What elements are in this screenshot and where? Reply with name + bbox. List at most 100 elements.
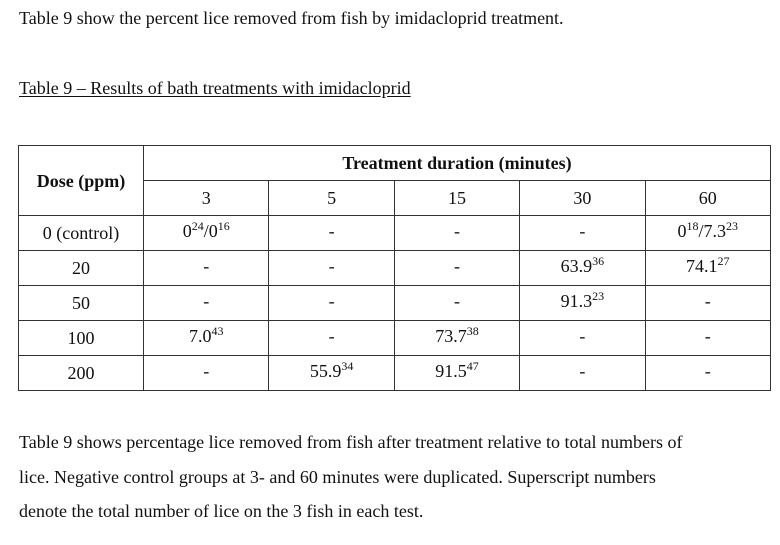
duration-header-row: 3 5 15 30 60 — [19, 180, 771, 216]
cell-value: - — [454, 221, 460, 241]
header-row: Dose (ppm) Treatment duration (minutes) — [18, 145, 771, 216]
value-text: - — [328, 256, 335, 276]
cell-value: - — [579, 221, 585, 241]
value-cell: - — [644, 320, 771, 356]
intro-paragraph: Table 9 show the percent lice removed fr… — [19, 8, 564, 28]
value-text: 63.9 — [560, 256, 593, 276]
dose-cell: 200 — [18, 355, 144, 391]
dose-column-header: Dose (ppm) — [18, 145, 144, 216]
footnote-line: denote the total number of lice on the 3… — [19, 501, 424, 521]
dose-cell: 0 (control) — [18, 215, 144, 251]
duration-header: 30 — [519, 180, 646, 216]
value-cell: 7.043 — [142, 320, 270, 356]
table-row: 100 7.043 - 73.738 - - — [18, 320, 771, 356]
cell-value: 91.323 — [560, 289, 605, 311]
value-cell: 91.323 — [519, 285, 646, 321]
value-cell: - — [393, 250, 521, 286]
value-text: 91.3 — [560, 291, 593, 311]
value-cell: - — [393, 215, 521, 251]
lice-count-superscript: 24 — [191, 219, 204, 233]
value-text: - — [328, 221, 335, 241]
value-text: 91.5 — [435, 361, 467, 381]
lice-count-superscript: 18 — [686, 219, 699, 233]
value-cell: - — [142, 285, 270, 321]
lice-count-superscript: 43 — [211, 324, 224, 338]
cell-value: - — [579, 361, 585, 381]
footnote-line: Table 9 shows percentage lice removed fr… — [19, 432, 683, 452]
cell-value: 7.043 — [188, 324, 224, 346]
value-text: 0 — [182, 221, 192, 241]
value-text: - — [203, 361, 210, 381]
value-cell: - — [519, 320, 646, 356]
value-text: - — [328, 326, 335, 346]
value-cell: - — [644, 285, 771, 321]
value-cell: 91.547 — [393, 355, 521, 391]
value-cell: - — [142, 250, 270, 286]
table-caption: Table 9 – Results of bath treatments wit… — [19, 78, 411, 98]
duration-header: 60 — [644, 180, 771, 216]
lice-count-superscript: 34 — [341, 359, 354, 373]
value-cell: - — [142, 355, 270, 391]
value-text: - — [453, 256, 460, 276]
dose-cell: 100 — [18, 320, 144, 356]
duration-header: 15 — [393, 180, 521, 216]
value-text: /7.3 — [698, 221, 727, 241]
value-cell: - — [519, 355, 646, 391]
cell-value: 024/016 — [182, 219, 230, 241]
value-text: 0 — [677, 221, 687, 241]
value-text: - — [453, 221, 460, 241]
cell-value: - — [454, 256, 460, 276]
duration-group-header: Treatment duration (minutes) — [143, 145, 771, 181]
value-text: - — [203, 291, 210, 311]
table-row: 20 - - - 63.936 74.127 — [18, 250, 771, 286]
cell-value: - — [203, 291, 209, 311]
value-cell: - — [519, 215, 646, 251]
value-cell: - — [268, 250, 395, 286]
cell-value: - — [705, 361, 711, 381]
value-text: 7.0 — [188, 326, 212, 346]
duration-header: 5 — [268, 180, 395, 216]
table-row: 0 (control) 024/016 - - - 018/7.323 — [18, 215, 771, 251]
lice-count-superscript: 27 — [717, 254, 730, 268]
duration-header: 3 — [142, 180, 270, 216]
table-row: 50 - - - 91.323 - — [18, 285, 771, 321]
value-text: - — [579, 221, 586, 241]
cell-value: - — [203, 361, 209, 381]
cell-value: - — [579, 326, 585, 346]
value-cell: 74.127 — [644, 250, 771, 286]
value-text: - — [579, 361, 586, 381]
value-cell: 55.934 — [268, 355, 395, 391]
cell-value: - — [203, 256, 209, 276]
cell-value: 63.936 — [560, 255, 605, 276]
cell-value: 91.547 — [435, 359, 479, 381]
lice-count-superscript: 38 — [466, 324, 479, 338]
cell-value: - — [705, 326, 711, 346]
cell-value: 55.934 — [310, 359, 354, 381]
lice-count-superscript: 23 — [592, 289, 605, 303]
cell-value: - — [329, 221, 335, 241]
value-cell: 024/016 — [142, 215, 270, 251]
value-text: - — [579, 326, 586, 346]
value-text: - — [328, 291, 335, 311]
value-cell: 73.738 — [393, 320, 521, 356]
cell-value: 74.127 — [686, 254, 730, 276]
value-text: - — [453, 291, 460, 311]
table-row: 200 - 55.934 91.547 - - — [18, 355, 771, 391]
cell-value: - — [454, 291, 460, 311]
value-cell: - — [268, 285, 395, 321]
dose-cell: 20 — [18, 250, 144, 286]
value-text: - — [203, 256, 210, 276]
cell-value: 73.738 — [435, 324, 479, 346]
table-body: 0 (control) 024/016- - -018/7.323 20- - -63.93… — [18, 215, 771, 391]
value-cell: 018/7.323 — [644, 215, 771, 251]
lice-count-superscript: 47 — [466, 359, 479, 373]
value-cell: - — [268, 215, 395, 251]
value-cell: 63.936 — [519, 250, 646, 286]
value-text: - — [704, 291, 711, 311]
footnote-line: lice. Negative control groups at 3- and … — [19, 466, 656, 487]
cell-value: - — [705, 291, 711, 311]
value-text: 73.7 — [435, 326, 467, 346]
results-table: Dose (ppm) Treatment duration (minutes) … — [18, 145, 771, 391]
cell-value: - — [329, 256, 335, 276]
value-text: /0 — [203, 221, 218, 241]
